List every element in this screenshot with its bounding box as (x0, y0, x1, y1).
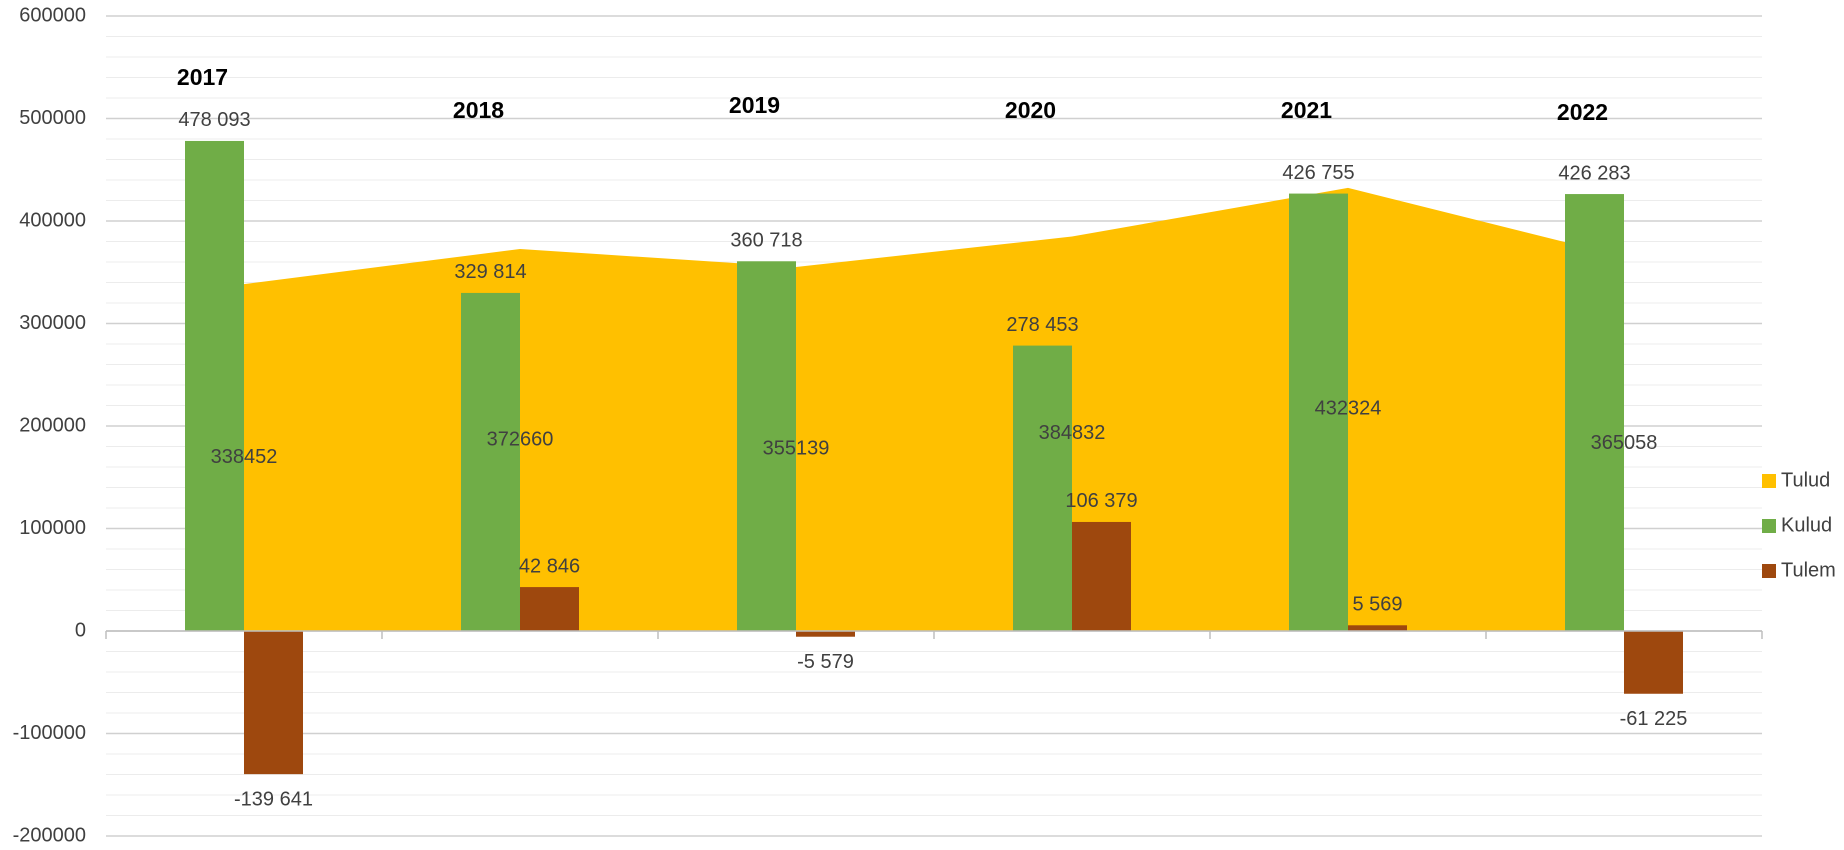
data-label: 42 846 (519, 555, 580, 577)
legend-label: Tulem (1781, 559, 1836, 581)
y-tick-label: 400000 (19, 209, 86, 231)
bar (185, 140, 244, 631)
data-label: -5 579 (797, 651, 854, 673)
y-tick-label: -200000 (13, 824, 86, 846)
data-label: 426 755 (1282, 162, 1354, 184)
data-label: -139 641 (234, 788, 313, 810)
y-tick-label: 200000 (19, 414, 86, 436)
data-label: 355139 (763, 437, 830, 459)
legend-label: Kulud (1781, 514, 1832, 536)
y-tick-label: 500000 (19, 107, 86, 129)
category-label: 2018 (453, 97, 504, 123)
data-label: 329 814 (454, 261, 526, 283)
area (244, 187, 1624, 631)
data-label: 5 569 (1352, 594, 1402, 616)
data-label: 478 093 (178, 109, 250, 131)
y-tick-label: 0 (75, 619, 86, 641)
bar (1072, 521, 1131, 631)
category-label: 2022 (1557, 99, 1608, 125)
legend-swatch (1762, 519, 1776, 533)
bar (1013, 345, 1072, 631)
legend-swatch (1762, 474, 1776, 488)
bar (520, 587, 579, 631)
y-tick-label: 300000 (19, 312, 86, 334)
bar (737, 261, 796, 631)
y-tick-label: 600000 (19, 4, 86, 26)
data-label: 278 453 (1006, 314, 1078, 336)
category-label: 2019 (729, 92, 780, 118)
bar (461, 292, 520, 631)
data-label: 106 379 (1065, 490, 1137, 512)
data-label: -61 225 (1620, 708, 1688, 730)
bar (244, 631, 303, 775)
category-label: 2020 (1005, 97, 1056, 123)
data-label: 384832 (1039, 422, 1106, 444)
data-label: 365058 (1591, 432, 1658, 454)
legend-label: Tulud (1781, 469, 1830, 491)
data-label: 338452 (211, 446, 278, 468)
bar (1289, 193, 1348, 632)
y-tick-label: 100000 (19, 517, 86, 539)
data-label: 426 283 (1558, 162, 1630, 184)
legend-swatch (1762, 564, 1776, 578)
category-label: 2021 (1281, 97, 1332, 123)
bar (1348, 625, 1407, 631)
category-label: 2017 (177, 64, 228, 90)
data-label: 432324 (1315, 398, 1382, 420)
bar (796, 631, 855, 637)
y-tick-label: -100000 (13, 722, 86, 744)
bar (1565, 194, 1624, 631)
bar (1624, 631, 1683, 694)
data-label: 372660 (487, 428, 554, 450)
data-label: 360 718 (730, 230, 802, 252)
